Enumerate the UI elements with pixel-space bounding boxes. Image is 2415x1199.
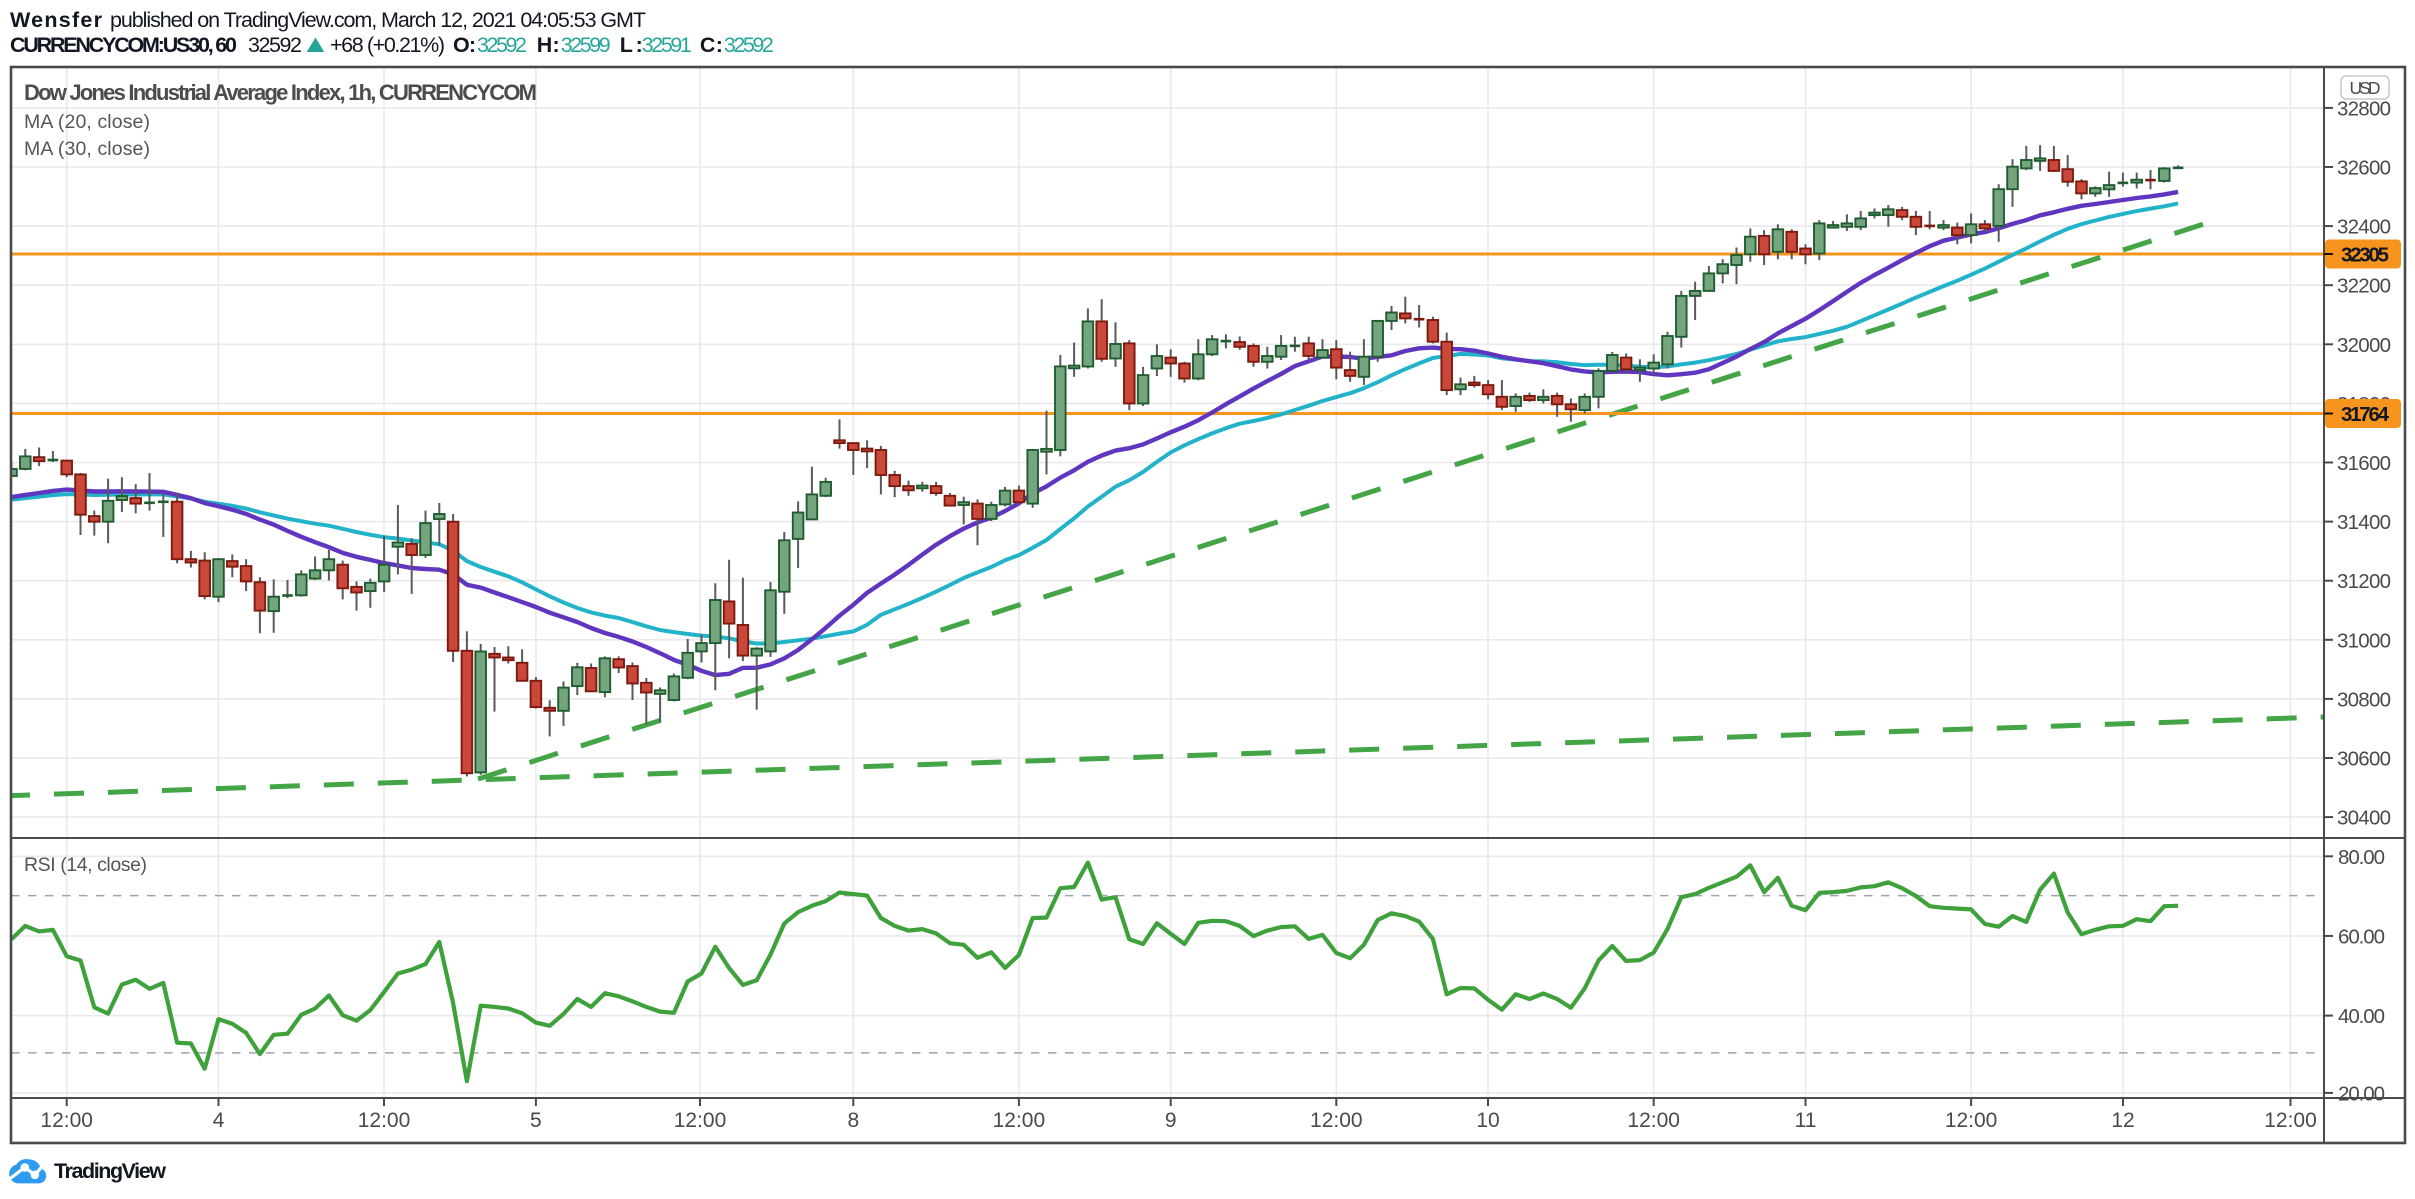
svg-text:31000: 31000 xyxy=(2337,629,2391,652)
svg-text:C:: C: xyxy=(700,33,723,57)
svg-text:RSI (14, close): RSI (14, close) xyxy=(24,854,147,876)
svg-text:12:00: 12:00 xyxy=(1310,1109,1363,1132)
svg-text:12:00: 12:00 xyxy=(1627,1109,1680,1132)
svg-text:12:00: 12:00 xyxy=(1945,1109,1998,1132)
svg-text:USD: USD xyxy=(2350,78,2381,98)
svg-text:12:00: 12:00 xyxy=(358,1109,411,1132)
svg-text:12:00: 12:00 xyxy=(674,1109,727,1132)
svg-text:30800: 30800 xyxy=(2337,688,2391,711)
svg-text:32305: 32305 xyxy=(2341,244,2389,267)
svg-text:12: 12 xyxy=(2111,1109,2134,1132)
svg-text:80.00: 80.00 xyxy=(2338,846,2385,869)
svg-text:30400: 30400 xyxy=(2337,807,2391,830)
svg-text:Dow Jones Industrial Average I: Dow Jones Industrial Average Index, 1h, … xyxy=(24,80,537,105)
svg-text:10: 10 xyxy=(1476,1109,1499,1132)
svg-text:5: 5 xyxy=(530,1109,542,1132)
svg-text:9: 9 xyxy=(1165,1109,1177,1132)
svg-text:Wensfer: Wensfer xyxy=(10,8,103,32)
svg-text:+68 (+0.21%): +68 (+0.21%) xyxy=(330,33,445,57)
svg-text:32400: 32400 xyxy=(2337,216,2391,239)
svg-text:32592: 32592 xyxy=(477,33,527,57)
svg-text:32000: 32000 xyxy=(2337,334,2391,357)
svg-text:8: 8 xyxy=(847,1109,859,1132)
svg-text:11: 11 xyxy=(1795,1109,1817,1132)
svg-text:TradingView: TradingView xyxy=(54,1159,166,1183)
svg-text:30600: 30600 xyxy=(2337,748,2391,771)
svg-text:12:00: 12:00 xyxy=(2264,1109,2317,1132)
svg-text:40.00: 40.00 xyxy=(2338,1005,2385,1028)
svg-text:4: 4 xyxy=(213,1109,225,1132)
svg-text:12:00: 12:00 xyxy=(993,1109,1046,1132)
svg-text:32592: 32592 xyxy=(724,33,774,57)
svg-text:31600: 31600 xyxy=(2337,452,2391,475)
svg-text:L:: L: xyxy=(620,33,643,57)
svg-text:31400: 31400 xyxy=(2337,511,2391,534)
svg-text:12:00: 12:00 xyxy=(40,1109,93,1132)
svg-text:O:: O: xyxy=(453,33,476,57)
svg-text:MA (30, close): MA (30, close) xyxy=(24,138,150,160)
svg-text:32200: 32200 xyxy=(2337,275,2391,298)
svg-text:31200: 31200 xyxy=(2337,570,2391,593)
svg-text:31764: 31764 xyxy=(2341,403,2390,426)
svg-text:32599: 32599 xyxy=(561,33,611,57)
svg-text:published on TradingView.com,: published on TradingView.com, March 12, … xyxy=(110,8,646,32)
svg-text:32600: 32600 xyxy=(2337,157,2391,180)
svg-text:32592: 32592 xyxy=(248,33,302,57)
svg-text:MA (20, close): MA (20, close) xyxy=(24,111,150,133)
svg-text:60.00: 60.00 xyxy=(2338,926,2385,949)
svg-text:32800: 32800 xyxy=(2337,97,2391,120)
svg-text:32591: 32591 xyxy=(642,33,692,57)
svg-text:20.00: 20.00 xyxy=(2338,1082,2385,1105)
svg-text:H:: H: xyxy=(537,33,560,57)
svg-text:CURRENCYCOM:US30, 60: CURRENCYCOM:US30, 60 xyxy=(10,33,237,57)
